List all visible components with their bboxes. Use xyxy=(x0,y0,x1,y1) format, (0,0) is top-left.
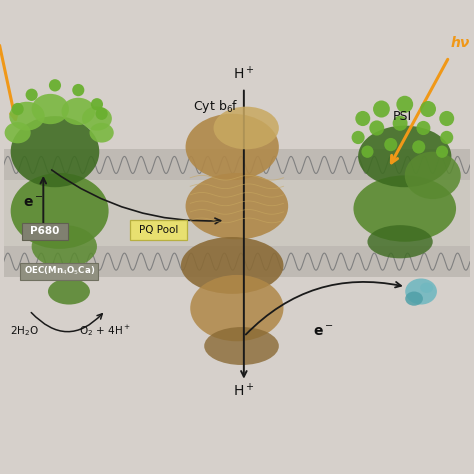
Ellipse shape xyxy=(82,106,112,131)
Circle shape xyxy=(420,101,436,117)
Circle shape xyxy=(396,96,413,113)
Ellipse shape xyxy=(11,173,109,249)
Ellipse shape xyxy=(90,123,114,143)
Ellipse shape xyxy=(354,175,456,242)
FancyBboxPatch shape xyxy=(20,263,98,280)
FancyBboxPatch shape xyxy=(22,223,68,240)
Bar xyxy=(4,246,470,277)
Ellipse shape xyxy=(9,102,45,130)
Circle shape xyxy=(352,131,365,144)
Ellipse shape xyxy=(405,152,461,199)
Bar xyxy=(4,149,470,180)
Circle shape xyxy=(412,140,425,154)
Ellipse shape xyxy=(5,122,31,143)
Ellipse shape xyxy=(181,237,283,294)
Ellipse shape xyxy=(48,279,90,305)
Text: H$^+$: H$^+$ xyxy=(233,65,255,82)
Circle shape xyxy=(26,89,38,101)
Ellipse shape xyxy=(62,98,95,125)
Ellipse shape xyxy=(420,283,433,293)
Circle shape xyxy=(91,98,103,110)
Ellipse shape xyxy=(185,173,288,239)
Text: e$^-$: e$^-$ xyxy=(23,196,43,210)
Circle shape xyxy=(384,138,397,151)
Circle shape xyxy=(72,84,84,96)
Circle shape xyxy=(49,79,61,91)
Circle shape xyxy=(436,146,448,158)
Text: Cyt b$_6$f: Cyt b$_6$f xyxy=(193,98,239,115)
Text: PSI: PSI xyxy=(393,109,412,123)
Circle shape xyxy=(356,111,370,126)
Text: 2H$_2$O: 2H$_2$O xyxy=(10,324,39,338)
Circle shape xyxy=(440,131,453,144)
Circle shape xyxy=(373,100,390,118)
Ellipse shape xyxy=(214,107,279,149)
Text: H$^+$: H$^+$ xyxy=(233,383,255,400)
Ellipse shape xyxy=(190,275,283,341)
Ellipse shape xyxy=(32,225,97,268)
Circle shape xyxy=(439,111,454,126)
FancyBboxPatch shape xyxy=(130,220,187,240)
Ellipse shape xyxy=(358,126,451,187)
Text: PQ Pool: PQ Pool xyxy=(139,225,179,235)
Ellipse shape xyxy=(32,94,69,124)
Ellipse shape xyxy=(185,114,279,180)
Ellipse shape xyxy=(405,279,437,305)
Text: hν: hν xyxy=(450,36,470,50)
Ellipse shape xyxy=(11,116,99,187)
Circle shape xyxy=(417,121,430,135)
Circle shape xyxy=(369,120,384,136)
Text: e$^-$: e$^-$ xyxy=(313,325,333,339)
Text: P680: P680 xyxy=(30,226,59,237)
Circle shape xyxy=(11,103,24,115)
Ellipse shape xyxy=(405,292,423,306)
Text: O$_2$ + 4H$^+$: O$_2$ + 4H$^+$ xyxy=(80,323,131,338)
Circle shape xyxy=(96,108,108,120)
Bar xyxy=(4,180,470,246)
Text: OEC(Mn$_4$O$_5$Ca): OEC(Mn$_4$O$_5$Ca) xyxy=(24,265,95,277)
Circle shape xyxy=(392,116,408,131)
Circle shape xyxy=(361,146,374,158)
Ellipse shape xyxy=(367,225,433,258)
Ellipse shape xyxy=(204,327,279,365)
